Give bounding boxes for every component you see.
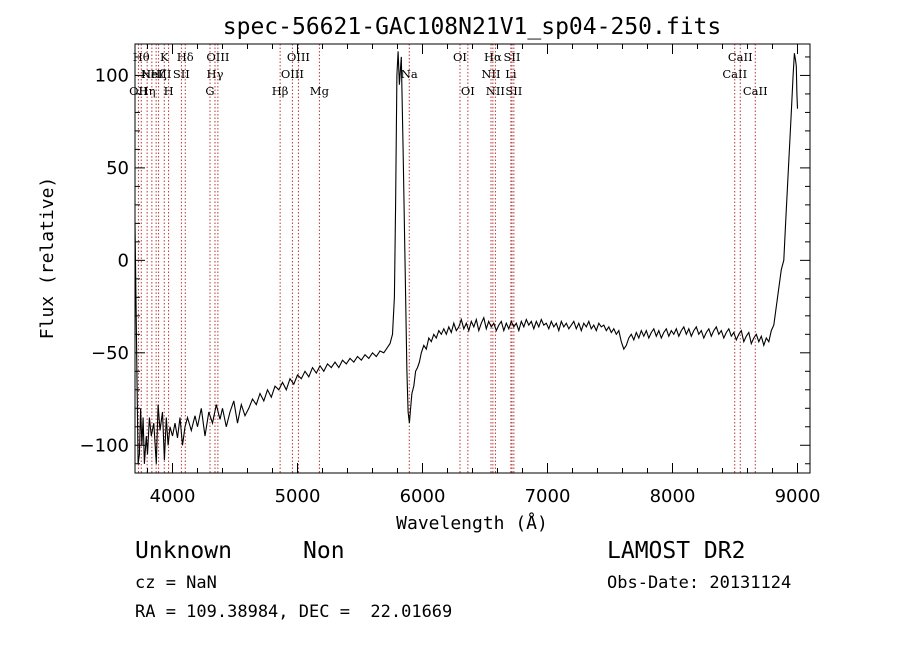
spectrum-series-line xyxy=(134,51,799,464)
x-tick-label: 9000 xyxy=(775,486,821,507)
plot-frame xyxy=(134,43,811,474)
spectral-line-label: Hβ xyxy=(272,84,289,98)
spectral-line-label: Hη xyxy=(139,84,156,98)
spectral-line-label: K xyxy=(160,50,169,64)
x-tick-label: 7000 xyxy=(525,486,571,507)
y-tick-label: 100 xyxy=(95,65,129,86)
spectral-line-label: CaII xyxy=(743,84,768,98)
spectral-line-label: OIII xyxy=(287,50,310,64)
spectral-line-label: OII xyxy=(129,84,148,98)
observation-date: Obs-Date: 20131124 xyxy=(607,573,792,593)
x-tick-label: 4000 xyxy=(150,486,196,507)
spectral-line-label: OI xyxy=(453,50,467,64)
spectral-line-label: OIII xyxy=(281,67,304,81)
object-subclass: Non xyxy=(303,538,345,564)
spectral-line-label: Hδ xyxy=(177,50,194,64)
object-class: Unknown xyxy=(135,538,232,564)
spectral-line-label: Hγ xyxy=(207,67,224,81)
y-axis: −100 −50 0 50 100 xyxy=(80,56,810,465)
spectral-line-label: Hζ xyxy=(150,67,166,81)
redshift-cz: cz = NaN xyxy=(135,573,217,593)
spectral-line-label: CaII xyxy=(728,50,753,64)
chart-title: spec-56621-GAC108N21V1_sp04-250.fits xyxy=(223,14,722,40)
spectral-line-label: SII xyxy=(173,67,190,81)
y-axis-label: Flux (relative) xyxy=(37,177,58,340)
y-tick-label: 0 xyxy=(118,250,129,271)
spectral-line-label: CaII xyxy=(722,67,747,81)
spectral-line-label: Mg xyxy=(310,84,330,98)
spectral-line-label: HeI xyxy=(141,67,162,81)
spectral-line-label: H xyxy=(164,84,174,98)
y-tick-label: −50 xyxy=(91,343,129,364)
survey-name: LAMOST DR2 xyxy=(607,538,746,564)
x-tick-label: 5000 xyxy=(275,486,321,507)
spectral-line-markers xyxy=(137,44,756,473)
coordinates: RA = 109.38984, DEC = 22.01669 xyxy=(135,602,453,622)
spectral-line-label: SII xyxy=(505,84,522,98)
y-tick-label: 50 xyxy=(106,158,129,179)
spectrum-chart: spec-56621-GAC108N21V1_sp04-250.fits OII… xyxy=(37,14,821,534)
x-tick-label: 6000 xyxy=(400,486,446,507)
spectral-line-label: SII xyxy=(504,50,521,64)
x-axis: 4000 5000 6000 7000 8000 9000 xyxy=(147,44,821,507)
spectral-line-label: NII xyxy=(481,67,500,81)
spectral-line-label: Hα xyxy=(484,50,502,64)
spectral-line-label: OI xyxy=(461,84,475,98)
spectral-line-label: NeIII xyxy=(141,67,172,81)
x-axis-label: Wavelength (Å) xyxy=(396,512,548,534)
spectral-line-label: Li xyxy=(505,67,517,81)
x-tick-label: 8000 xyxy=(650,486,696,507)
spectral-line-label: OIII xyxy=(206,50,229,64)
spectral-line-label: NII xyxy=(486,84,505,98)
spectral-line-label: G xyxy=(205,84,214,98)
spectral-line-label: Hθ xyxy=(133,50,150,64)
spectral-line-label: Na xyxy=(401,67,418,81)
y-tick-label: −100 xyxy=(80,435,129,456)
